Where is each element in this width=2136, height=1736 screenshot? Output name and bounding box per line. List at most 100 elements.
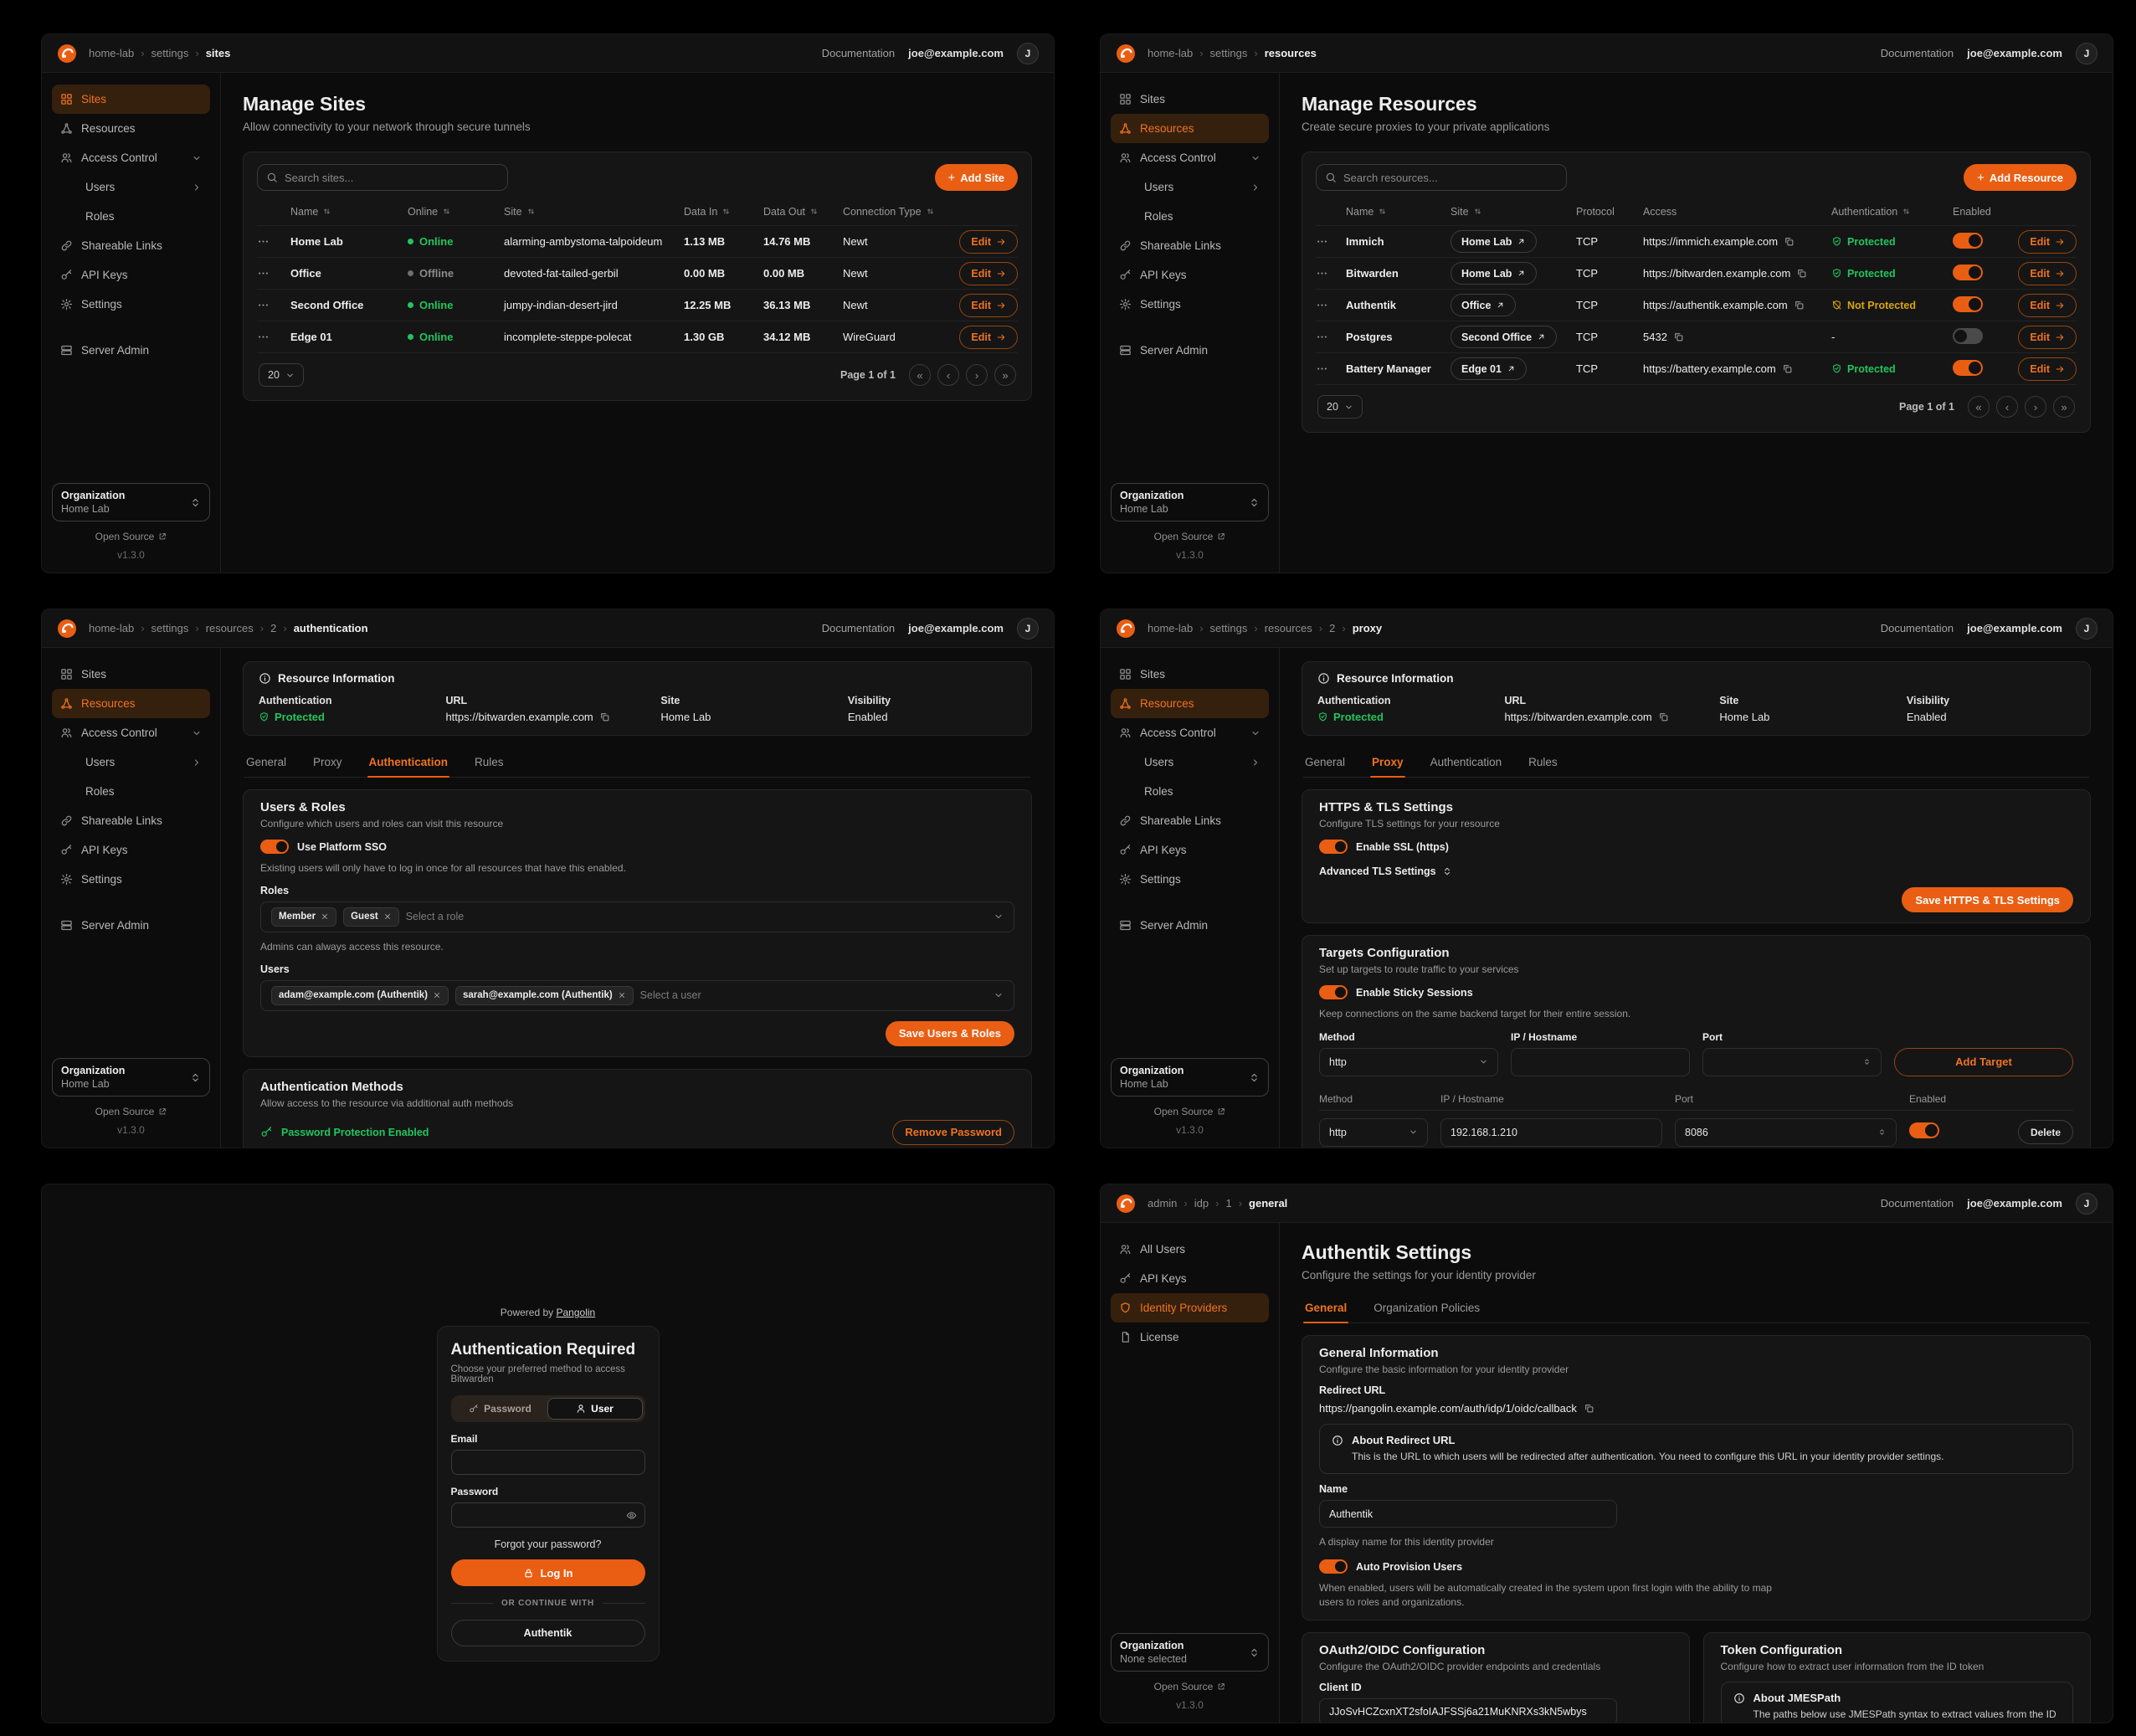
breadcrumb-item-home-lab[interactable]: home-lab: [1148, 622, 1194, 634]
breadcrumb-item-settings[interactable]: settings: [1209, 622, 1248, 634]
documentation-link[interactable]: Documentation: [1880, 1197, 1954, 1210]
last-page-button[interactable]: »: [2053, 396, 2075, 418]
enabled-toggle[interactable]: [1953, 359, 1983, 376]
row-menu-button[interactable]: [1316, 299, 1346, 311]
avatar[interactable]: J: [2076, 1192, 2097, 1215]
organization-picker[interactable]: Organization Home Lab: [1111, 1058, 1269, 1097]
edit-button[interactable]: Edit: [959, 325, 1018, 349]
prev-page-button[interactable]: ‹: [937, 364, 959, 386]
copy-icon[interactable]: [1658, 711, 1669, 722]
remove-password-button[interactable]: Remove Password: [892, 1119, 1014, 1145]
password-field[interactable]: [450, 1502, 645, 1528]
add-site-button[interactable]: + Add Site: [934, 164, 1018, 191]
breadcrumb-item-home-lab[interactable]: home-lab: [89, 622, 135, 634]
breadcrumb-item-idp[interactable]: idp: [1194, 1197, 1209, 1210]
enabled-toggle[interactable]: [1953, 327, 1983, 344]
email-field[interactable]: [450, 1450, 645, 1475]
sidebar-item-resources[interactable]: Resources: [52, 114, 210, 143]
password-method-tab[interactable]: Password: [454, 1398, 547, 1420]
authentik-login-button[interactable]: Authentik: [450, 1620, 645, 1646]
breadcrumb-item-resources[interactable]: resources: [205, 622, 254, 634]
column-header-name[interactable]: Name: [290, 206, 408, 218]
organization-picker[interactable]: Organization Home Lab: [52, 1058, 210, 1097]
edit-button[interactable]: Edit: [959, 261, 1018, 285]
account-email[interactable]: joe@example.com: [1967, 1197, 2062, 1210]
edit-button[interactable]: Edit: [2018, 229, 2077, 254]
edit-button[interactable]: Edit: [2018, 325, 2077, 349]
sidebar-item-server-admin[interactable]: Server Admin: [52, 336, 210, 365]
sidebar-item-api-keys[interactable]: API Keys: [1111, 1264, 1269, 1293]
name-input[interactable]: Authentik: [1319, 1500, 1617, 1528]
tab-proxy[interactable]: Proxy: [313, 756, 342, 768]
port-input[interactable]: 8086: [1675, 1117, 1897, 1147]
row-menu-button[interactable]: [257, 331, 290, 343]
enabled-toggle[interactable]: [1953, 295, 1983, 312]
pangolin-logo[interactable]: [1116, 619, 1136, 639]
documentation-link[interactable]: Documentation: [1880, 622, 1954, 634]
sidebar-item-settings[interactable]: Settings: [1111, 290, 1269, 319]
page-size-select[interactable]: 20: [259, 363, 304, 387]
breadcrumb-item-general[interactable]: general: [1249, 1197, 1288, 1210]
delete-target-button[interactable]: Delete: [2017, 1120, 2073, 1145]
account-email[interactable]: joe@example.com: [908, 622, 1004, 634]
method-select[interactable]: http: [1319, 1047, 1498, 1076]
roles-multiselect[interactable]: Member Guest Select a role: [260, 901, 1014, 932]
site-link-badge[interactable]: Office: [1451, 294, 1517, 316]
sidebar-item-server-admin[interactable]: Server Admin: [1111, 336, 1269, 365]
sidebar-item-access-control[interactable]: Access Control: [52, 143, 210, 172]
account-email[interactable]: joe@example.com: [1967, 622, 2062, 634]
enabled-toggle[interactable]: [1953, 264, 1983, 280]
tab-authentication[interactable]: Authentication: [367, 749, 450, 778]
eye-icon[interactable]: [626, 1510, 637, 1521]
account-email[interactable]: joe@example.com: [908, 47, 1004, 59]
breadcrumb-item-settings[interactable]: settings: [151, 622, 189, 634]
sidebar-item-api-keys[interactable]: API Keys: [52, 835, 210, 865]
sidebar-item-shareable-links[interactable]: Shareable Links: [52, 806, 210, 835]
enable-ssl-toggle[interactable]: [1319, 840, 1348, 854]
sidebar-item-server-admin[interactable]: Server Admin: [52, 911, 210, 940]
sidebar-item-resources[interactable]: Resources: [1111, 689, 1269, 718]
row-menu-button[interactable]: [1316, 331, 1346, 343]
column-header-data-in[interactable]: Data In: [684, 206, 763, 218]
edit-button[interactable]: Edit: [959, 293, 1018, 317]
breadcrumb-item-home-lab[interactable]: home-lab: [1148, 47, 1194, 59]
pangolin-logo[interactable]: [57, 44, 77, 64]
sidebar-item-identity-providers[interactable]: Identity Providers: [1111, 1293, 1269, 1323]
organization-picker[interactable]: Organization Home Lab: [52, 483, 210, 521]
sidebar-item-access-control[interactable]: Access Control: [52, 718, 210, 747]
sidebar-item-sites[interactable]: Sites: [1111, 660, 1269, 689]
sidebar-item-roles[interactable]: Roles: [52, 777, 210, 806]
copy-icon[interactable]: [1782, 363, 1793, 374]
edit-button[interactable]: Edit: [959, 229, 1018, 254]
breadcrumb-item-2[interactable]: 2: [270, 622, 277, 634]
avatar[interactable]: J: [1017, 42, 1039, 64]
tab-general[interactable]: General: [1305, 756, 1346, 768]
row-menu-button[interactable]: [257, 235, 290, 248]
column-header-connection-type[interactable]: Connection Type: [843, 206, 952, 218]
sidebar-item-resources[interactable]: Resources: [1111, 114, 1269, 143]
user-method-tab[interactable]: User: [547, 1398, 643, 1420]
breadcrumb-item-home-lab[interactable]: home-lab: [89, 47, 135, 59]
row-menu-button[interactable]: [1316, 362, 1346, 375]
prev-page-button[interactable]: ‹: [1996, 396, 2018, 418]
page-size-select[interactable]: 20: [1317, 395, 1363, 419]
documentation-link[interactable]: Documentation: [821, 47, 896, 59]
avatar[interactable]: J: [2076, 617, 2097, 639]
breadcrumb-item-authentication[interactable]: authentication: [293, 622, 368, 634]
breadcrumb-item-sites[interactable]: sites: [205, 47, 231, 59]
sidebar-item-license[interactable]: License: [1111, 1323, 1269, 1352]
port-input[interactable]: [1702, 1047, 1882, 1076]
pangolin-logo[interactable]: [1116, 44, 1136, 64]
client-id-input[interactable]: JJoSvHCZcxnXT2sfoIAJFSSj6a21MuKNRXs3kN5w…: [1319, 1697, 1617, 1723]
enabled-toggle[interactable]: [1953, 232, 1983, 249]
site-link-badge[interactable]: Home Lab: [1451, 230, 1538, 253]
sidebar-item-shareable-links[interactable]: Shareable Links: [52, 231, 210, 260]
breadcrumb-item-resources[interactable]: resources: [1264, 47, 1317, 59]
sidebar-item-settings[interactable]: Settings: [52, 290, 210, 319]
target-enabled-toggle[interactable]: [1909, 1122, 1939, 1138]
organization-picker[interactable]: Organization None selected: [1111, 1633, 1269, 1672]
sidebar-item-api-keys[interactable]: API Keys: [52, 260, 210, 290]
sidebar-item-api-keys[interactable]: API Keys: [1111, 835, 1269, 865]
organization-picker[interactable]: Organization Home Lab: [1111, 483, 1269, 521]
sidebar-item-sites[interactable]: Sites: [52, 85, 210, 114]
